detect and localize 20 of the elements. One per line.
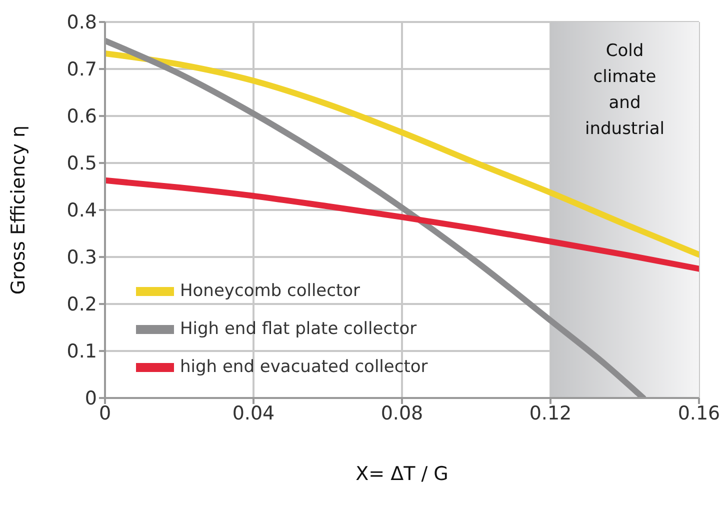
x-axis-title: X= ΔT / G bbox=[356, 463, 448, 485]
x-tick-label: 0.16 bbox=[678, 402, 720, 424]
y-tick-label: 0.7 bbox=[66, 58, 97, 81]
y-tick-label: 0.1 bbox=[66, 340, 97, 363]
x-tick-label: 0.08 bbox=[380, 402, 424, 424]
y-tick-label: 0.5 bbox=[66, 152, 97, 175]
x-tick-label: 0.04 bbox=[232, 402, 275, 424]
y-tick-label: 0.4 bbox=[66, 200, 97, 222]
y-tick-label: 0.3 bbox=[66, 246, 97, 269]
legend-label: Honeycomb collector bbox=[180, 281, 360, 301]
legend-label: High end flat plate collector bbox=[180, 319, 417, 339]
y-tick-label: 0.8 bbox=[66, 12, 97, 34]
band-label: Cold climate and industrial bbox=[585, 41, 664, 139]
y-axis-title: Gross Efficiency η bbox=[8, 125, 30, 295]
x-tick-label: 0.12 bbox=[529, 402, 572, 424]
legend-label: high end evacuated collector bbox=[180, 357, 428, 377]
y-tick-label: 0.6 bbox=[66, 106, 97, 128]
y-tick-label: 0.2 bbox=[66, 294, 97, 316]
x-tick-label: 0 bbox=[98, 402, 112, 424]
y-tick-label: 0 bbox=[84, 388, 97, 410]
